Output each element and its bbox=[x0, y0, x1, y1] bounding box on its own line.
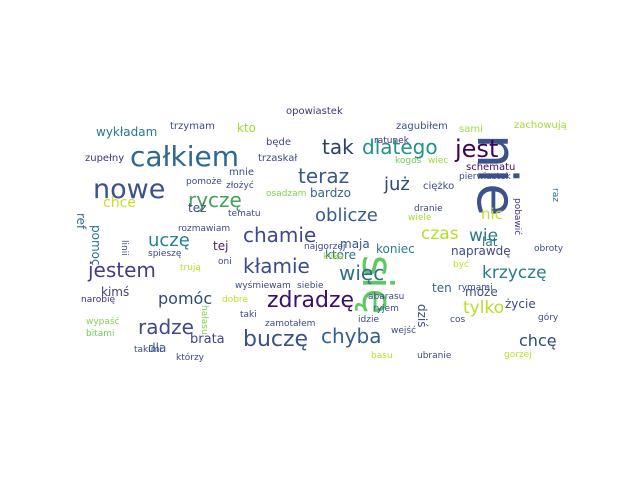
cloud-word: lat bbox=[482, 235, 498, 249]
cloud-word: czas bbox=[421, 224, 459, 244]
cloud-word: taki bbox=[240, 310, 257, 320]
cloud-word: bitami bbox=[86, 329, 115, 339]
cloud-word: może bbox=[465, 285, 498, 299]
cloud-word: ten bbox=[432, 281, 452, 295]
cloud-word: które bbox=[325, 248, 357, 262]
cloud-word: pierwiastek bbox=[459, 172, 511, 182]
cloud-word: takimi bbox=[134, 345, 163, 355]
cloud-word: którzy bbox=[176, 353, 204, 363]
cloud-word: chamie bbox=[243, 223, 317, 247]
cloud-word: kłamie bbox=[243, 254, 310, 278]
cloud-word: całkiem bbox=[130, 140, 240, 173]
cloud-word: wiec bbox=[428, 156, 449, 166]
cloud-word: złożyć bbox=[226, 181, 254, 191]
cloud-word: rozmawiam bbox=[178, 224, 231, 234]
cloud-word: radze bbox=[138, 315, 194, 339]
cloud-word: zachowują bbox=[514, 120, 567, 131]
cloud-word: buczę bbox=[243, 327, 309, 352]
cloud-word: zagubiłem bbox=[396, 121, 448, 132]
cloud-word: ubranie bbox=[417, 351, 452, 361]
cloud-word: obroty bbox=[534, 244, 564, 254]
cloud-word: pobawić bbox=[512, 198, 522, 236]
cloud-word: trują bbox=[180, 263, 201, 273]
cloud-word: już bbox=[384, 174, 410, 195]
cloud-word: linii bbox=[119, 240, 129, 256]
cloud-word: koniec bbox=[376, 242, 415, 256]
cloud-word: wiele bbox=[408, 213, 432, 223]
cloud-word: wie bbox=[469, 226, 499, 246]
cloud-word: być bbox=[453, 260, 469, 270]
cloud-word: ryjem bbox=[373, 304, 399, 314]
cloud-word: dla bbox=[148, 341, 167, 355]
cloud-word: zdradzę bbox=[267, 288, 355, 313]
cloud-word: będe bbox=[266, 137, 291, 148]
cloud-word: brata bbox=[190, 332, 225, 347]
cloud-word: dlatego bbox=[362, 135, 438, 159]
cloud-word: maja bbox=[340, 237, 370, 251]
cloud-word: dranie bbox=[414, 204, 443, 214]
cloud-word: kilka bbox=[323, 252, 344, 262]
cloud-word: tematu bbox=[228, 209, 261, 219]
cloud-word: życie bbox=[505, 297, 536, 311]
cloud-word: siebie bbox=[297, 281, 324, 291]
cloud-word: tak bbox=[322, 135, 354, 159]
cloud-word: chcę bbox=[519, 331, 557, 350]
cloud-word: kto bbox=[237, 121, 256, 135]
cloud-word: ratunek bbox=[374, 136, 409, 146]
cloud-word: trzaskał bbox=[258, 153, 298, 164]
cloud-word: góry bbox=[538, 313, 559, 323]
cloud-word: oni bbox=[218, 257, 232, 267]
cloud-word: opowiastek bbox=[286, 106, 343, 117]
cloud-word: wykładam bbox=[96, 125, 158, 139]
cloud-word: wyśmiewam bbox=[235, 281, 291, 291]
cloud-word: wejść bbox=[391, 326, 417, 336]
cloud-word: więc bbox=[339, 261, 385, 285]
cloud-word: jest bbox=[455, 135, 499, 163]
cloud-word: kogoś bbox=[395, 156, 422, 166]
cloud-word: osadzam bbox=[266, 189, 307, 199]
cloud-word: chyba bbox=[321, 324, 382, 348]
cloud-word: naprawdę bbox=[451, 244, 511, 258]
cloud-word: jestem bbox=[88, 258, 156, 282]
cloud-word: wypaść bbox=[86, 317, 120, 327]
cloud-word: ref bbox=[74, 213, 88, 230]
cloud-word: basu bbox=[371, 351, 393, 361]
cloud-word: kimś bbox=[101, 285, 130, 299]
cloud-word: krzyczę bbox=[482, 263, 547, 283]
cloud-word: abarasu bbox=[368, 292, 405, 302]
cloud-word: idzie bbox=[358, 315, 379, 325]
cloud-word: oblicze bbox=[315, 205, 378, 226]
cloud-word: spieszę bbox=[148, 249, 182, 259]
cloud-word: rymami bbox=[458, 283, 493, 293]
cloud-word: dobre bbox=[222, 295, 248, 305]
cloud-word: chce bbox=[103, 195, 136, 211]
cloud-word: bardzo bbox=[310, 186, 351, 200]
cloud-word: najgorzej bbox=[304, 242, 346, 252]
cloud-word: ciężko bbox=[423, 181, 455, 192]
cloud-word: schematu bbox=[466, 162, 516, 173]
cloud-word: pomoc bbox=[89, 225, 103, 266]
cloud-word: też bbox=[188, 201, 207, 215]
cloud-word: dziś bbox=[415, 304, 429, 328]
cloud-word: teraz bbox=[298, 164, 350, 188]
cloud-word: zupełny bbox=[85, 153, 125, 164]
cloud-word: pomóc bbox=[158, 289, 213, 308]
cloud-word: cos bbox=[450, 315, 466, 325]
cloud-word: pomoże bbox=[186, 177, 222, 187]
cloud-word: gorzej bbox=[504, 350, 532, 360]
cloud-word: narobię bbox=[81, 295, 115, 305]
cloud-word: raz bbox=[550, 188, 560, 202]
cloud-word: trzymam bbox=[170, 121, 215, 132]
cloud-word: hałasu bbox=[199, 305, 209, 335]
cloud-word: nic bbox=[481, 205, 503, 223]
cloud-word: nowe bbox=[93, 174, 166, 205]
cloud-word: sami bbox=[459, 124, 483, 135]
cloud-word: tylko bbox=[463, 298, 505, 318]
cloud-word: ryczę bbox=[188, 188, 242, 212]
cloud-word: mnie bbox=[229, 167, 255, 178]
cloud-word: tej bbox=[213, 239, 229, 253]
cloud-word: uczę bbox=[148, 230, 190, 251]
cloud-word: zamotałem bbox=[265, 319, 316, 329]
